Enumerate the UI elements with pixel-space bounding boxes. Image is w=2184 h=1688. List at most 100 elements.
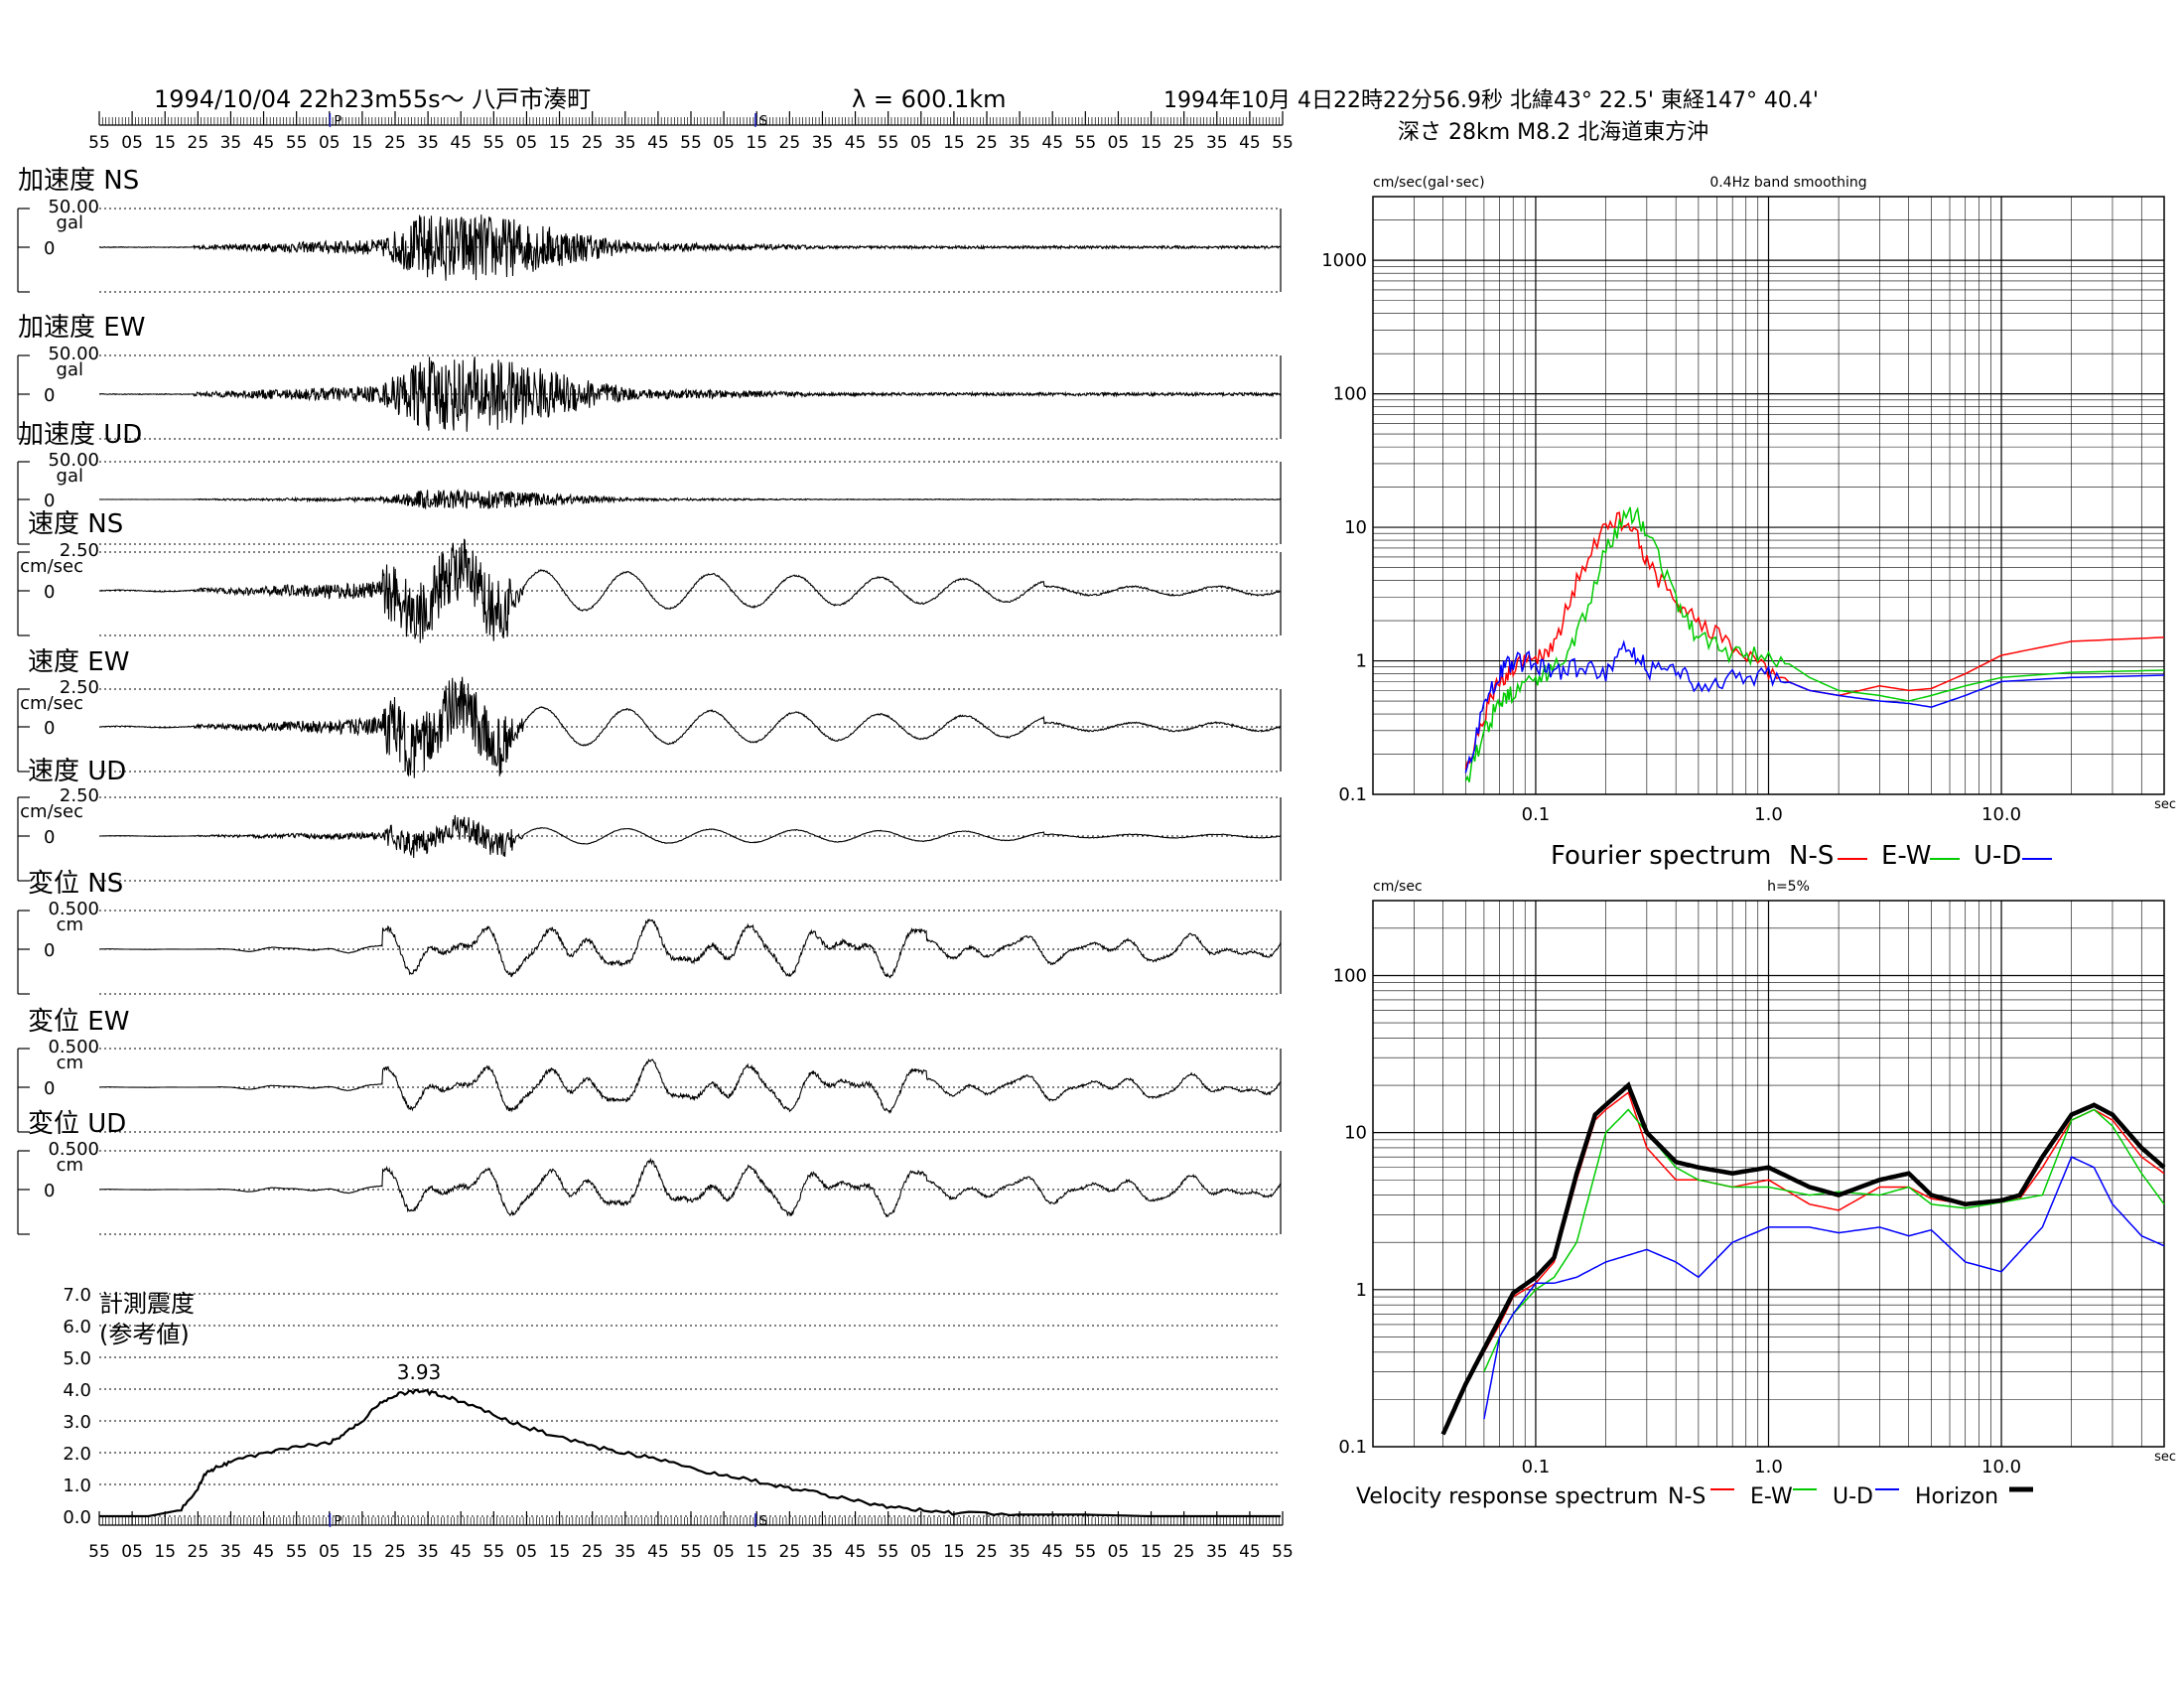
- time-ruler-top: 55 05 15 25 35 45 55 05 15 25 35 45 55 05 15 25 35 45 55 05…: [88, 111, 1294, 153]
- ruler-tick-label: 05: [713, 133, 735, 153]
- panel-scale-label: 0.500: [48, 1139, 99, 1160]
- panel-scale-label: 50.00: [48, 450, 99, 471]
- y-tick-label: 0.1: [1338, 1437, 1367, 1458]
- ruler-tick-label: 35: [220, 1542, 242, 1562]
- ruler-tick-label: 55: [1272, 133, 1294, 153]
- legend-label-u-d: U-D: [1833, 1484, 1873, 1509]
- ruler-tick-label: 05: [910, 133, 932, 153]
- panel-zero-label: 0: [44, 1181, 55, 1201]
- intensity-y-tick: 7.0: [63, 1285, 91, 1306]
- intensity-y-tick: 2.0: [63, 1444, 91, 1465]
- ruler-tick-label: 05: [319, 1542, 341, 1562]
- panel-unit-label: cm: [57, 1053, 83, 1073]
- panel-title: 速度 EW: [28, 647, 129, 677]
- y-tick-label: 100: [1333, 384, 1367, 405]
- record-label: 1994/10/04 22h23m55s〜 八戸市湊町: [154, 85, 591, 113]
- intensity-y-tick: 3.0: [63, 1412, 91, 1433]
- ruler-tick-label: 25: [976, 1542, 998, 1562]
- ruler-tick-label: 35: [220, 133, 242, 153]
- legend-label-u-d: U-D: [1974, 841, 2021, 871]
- ruler-tick-label: 15: [1141, 133, 1162, 153]
- panel-zero-label: 0: [44, 1078, 55, 1099]
- ruler-tick-label: 15: [746, 1542, 767, 1562]
- panel-zero-label: 0: [44, 827, 55, 848]
- panel-zero-label: 0: [44, 718, 55, 739]
- chart-caption: Velocity response spectrum: [1356, 1484, 1658, 1509]
- ruler-tick-label: 25: [976, 133, 998, 153]
- ruler-tick-label: 05: [713, 1542, 735, 1562]
- s-marker-label: S: [759, 1514, 767, 1529]
- y-tick-label: 10: [1344, 1123, 1367, 1144]
- ruler-tick-label: 35: [614, 133, 636, 153]
- ruler-tick-label: 15: [943, 1542, 965, 1562]
- ruler-tick-label: 55: [680, 133, 702, 153]
- ruler-tick-label: 25: [779, 1542, 801, 1562]
- panel-title: 速度 UD: [28, 757, 126, 786]
- intensity-y-tick: 0.0: [63, 1507, 91, 1528]
- panel-title: 速度 NS: [28, 509, 123, 539]
- panel-unit-label: gal: [57, 466, 83, 487]
- x-tick-label: 10.0: [1981, 804, 2021, 825]
- ruler-tick-label: 35: [1206, 1542, 1228, 1562]
- ruler-tick-label: 05: [516, 1542, 538, 1562]
- intensity-chart: 7.0 6.0 5.0 4.0 3.0 2.0 1.0 0.0 計測震度 (参考値) 3.93: [63, 1285, 1281, 1528]
- chart-note: h=5%: [1767, 879, 1810, 895]
- event-info-line1: 1994年10月 4日22時22分56.9秒 北緯43° 22.5' 東経147…: [1163, 88, 1819, 113]
- ruler-tick-label: 55: [1272, 1542, 1294, 1562]
- panel-scale-label: 50.00: [48, 344, 99, 364]
- waveform-trace: [99, 489, 1282, 510]
- ruler-tick-label: 35: [812, 133, 834, 153]
- panel-zero-label: 0: [44, 491, 55, 511]
- ruler-tick-label: 25: [188, 133, 209, 153]
- p-marker-label: P: [334, 114, 341, 129]
- panel-zero-label: 0: [44, 238, 55, 259]
- ruler-tick-label: 45: [1041, 133, 1063, 153]
- intensity-trace: [99, 1388, 1281, 1518]
- x-tick-label: 0.1: [1522, 804, 1551, 825]
- panel-unit-label: gal: [57, 359, 83, 380]
- ruler-tick-label: 35: [812, 1542, 834, 1562]
- velocity-response-chart: 100 10 1 0.1 0.1 1.0 10.0 sec cm/sec h=5% Velocity…: [1333, 879, 2176, 1509]
- ruler-tick-label: 55: [483, 133, 505, 153]
- event-info-line2: 深さ 28km M8.2 北海道東方沖: [1398, 120, 1708, 145]
- y-tick-label: 10: [1344, 517, 1367, 538]
- ruler-tick-label: 55: [483, 1542, 505, 1562]
- ruler-tick-label: 35: [1009, 1542, 1030, 1562]
- ruler-tick-label: 55: [878, 133, 899, 153]
- y-axis-label: cm/sec: [1373, 879, 1423, 895]
- panel-scale-label: 2.50: [60, 677, 99, 698]
- panel-zero-label: 0: [44, 582, 55, 603]
- legend-label-e-w: E-W: [1750, 1484, 1793, 1509]
- ruler-tick-label: 15: [746, 133, 767, 153]
- ruler-tick-label: 45: [647, 133, 669, 153]
- ruler-tick-label: 55: [286, 133, 308, 153]
- intensity-y-tick: 1.0: [63, 1476, 91, 1496]
- ruler-tick-label: 25: [779, 133, 801, 153]
- y-tick-label: 100: [1333, 965, 1367, 986]
- x-tick-label: 0.1: [1522, 1457, 1551, 1477]
- waveform-trace: [99, 1057, 1282, 1115]
- ruler-tick-label: 45: [1239, 1542, 1261, 1562]
- ruler-tick-label: 05: [121, 133, 143, 153]
- panel-scale-label: 0.500: [48, 1037, 99, 1057]
- ruler-tick-label: 15: [943, 133, 965, 153]
- ruler-tick-label: 45: [647, 1542, 669, 1562]
- panel-unit-label: cm/sec: [20, 801, 83, 822]
- ruler-tick-label: 25: [384, 133, 406, 153]
- ruler-tick-label: 35: [417, 133, 439, 153]
- y-tick-label: 0.1: [1338, 784, 1367, 805]
- waveform-trace: [98, 814, 1282, 859]
- panel-title: 加速度 EW: [18, 313, 145, 343]
- ruler-tick-label: 55: [286, 1542, 308, 1562]
- panel-title: 加速度 NS: [18, 166, 139, 196]
- waveform-trace: [98, 538, 1282, 643]
